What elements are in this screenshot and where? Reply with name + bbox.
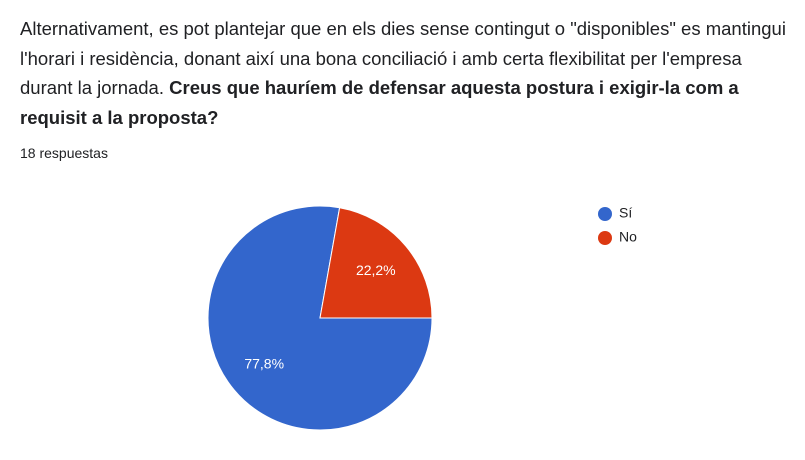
legend-label: No xyxy=(619,229,637,245)
legend-swatch xyxy=(598,231,612,245)
legend-swatch xyxy=(598,207,612,221)
title-question: Creus que hauríem de defensar aquesta po… xyxy=(20,77,739,128)
slice-label: 22,2% xyxy=(356,262,396,278)
question-title: Alternativament, es pot plantejar que en… xyxy=(20,14,795,132)
slice-label: 77,8% xyxy=(244,355,284,371)
pie-slice xyxy=(319,207,433,319)
response-count: 18 respuestas xyxy=(20,145,108,161)
legend-label: Sí xyxy=(619,205,632,221)
title-text: Alternativament, es pot plantejar que en… xyxy=(20,18,786,98)
